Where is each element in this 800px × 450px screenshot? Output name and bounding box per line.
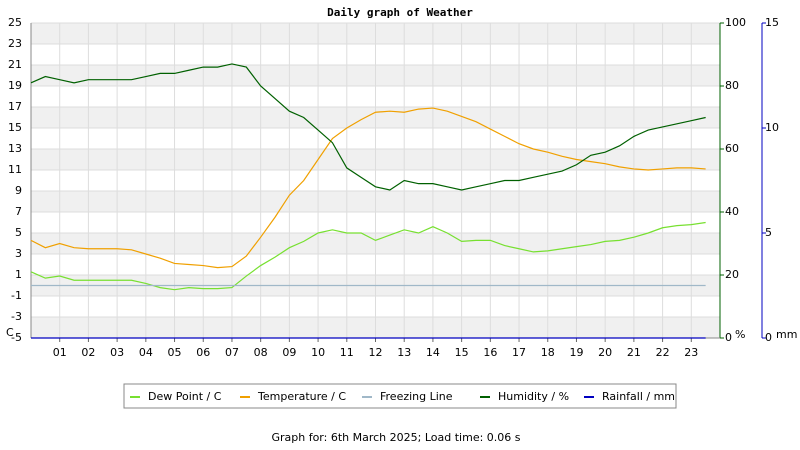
x-tick-label: 23 <box>684 346 698 359</box>
y3-axis-label: mm <box>776 328 797 341</box>
y-tick-label: 13 <box>8 142 22 155</box>
x-tick-label: 18 <box>541 346 555 359</box>
legend-label: Temperature / C <box>257 390 346 403</box>
y3-tick-label: 0 <box>765 331 772 344</box>
x-tick-label: 06 <box>196 346 210 359</box>
legend-label: Rainfall / mm <box>602 390 675 403</box>
y3-tick-label: 5 <box>765 226 772 239</box>
y-tick-label: 5 <box>15 226 22 239</box>
x-tick-label: 14 <box>426 346 440 359</box>
x-tick-label: 22 <box>656 346 670 359</box>
x-tick-label: 15 <box>455 346 469 359</box>
y2-tick-label: 20 <box>725 268 739 281</box>
series-line <box>30 221 706 291</box>
y-tick-label: 9 <box>15 184 22 197</box>
y-tick-label: 23 <box>8 37 22 50</box>
x-tick-label: 21 <box>627 346 641 359</box>
y-tick-label: 19 <box>8 79 22 92</box>
x-tick-label: 01 <box>53 346 67 359</box>
y-axis-label: C <box>6 326 14 339</box>
y-tick-label: 15 <box>8 121 22 134</box>
x-tick-label: 10 <box>311 346 325 359</box>
y2-tick-label: 60 <box>725 142 739 155</box>
y2-tick-label: 40 <box>725 205 739 218</box>
x-tick-label: 04 <box>139 346 153 359</box>
x-tick-label: 07 <box>225 346 239 359</box>
x-tick-label: 12 <box>369 346 383 359</box>
y-tick-label: -5 <box>11 331 22 344</box>
y3-tick-label: 15 <box>765 16 779 29</box>
chart-title: Daily graph of Weather <box>327 6 473 19</box>
x-tick-label: 17 <box>512 346 526 359</box>
y-tick-label: 1 <box>15 268 22 281</box>
x-tick-label: 20 <box>598 346 612 359</box>
legend-label: Dew Point / C <box>148 390 222 403</box>
legend-label: Freezing Line <box>380 390 453 403</box>
y-tick-label: 21 <box>8 58 22 71</box>
footer: Graph for: 6th March 2025; Load time: 0.… <box>271 431 520 444</box>
y2-tick-label: 80 <box>725 79 739 92</box>
x-tick-label: 03 <box>110 346 124 359</box>
y2-tick-label: 0 <box>725 331 732 344</box>
y2-axis-label: % <box>735 328 745 341</box>
y-tick-label: 25 <box>8 16 22 29</box>
y-tick-label: -1 <box>11 289 22 302</box>
series-line <box>30 107 706 269</box>
legend-label: Humidity / % <box>498 390 569 403</box>
series-line <box>30 63 706 191</box>
y2-tick-label: 100 <box>725 16 746 29</box>
x-tick-label: 19 <box>569 346 583 359</box>
legend-box <box>123 383 677 409</box>
y-tick-label: 3 <box>15 247 22 260</box>
y3-tick-label: 10 <box>765 121 779 134</box>
x-tick-label: 13 <box>397 346 411 359</box>
x-tick-label: 08 <box>254 346 268 359</box>
y-tick-label: 17 <box>8 100 22 113</box>
y-tick-label: 7 <box>15 205 22 218</box>
y-tick-label: -3 <box>11 310 22 323</box>
x-tick-label: 05 <box>168 346 182 359</box>
y-tick-label: 11 <box>8 163 22 176</box>
x-tick-label: 16 <box>483 346 497 359</box>
x-tick-label: 09 <box>282 346 296 359</box>
x-tick-label: 02 <box>81 346 95 359</box>
x-tick-label: 11 <box>340 346 354 359</box>
